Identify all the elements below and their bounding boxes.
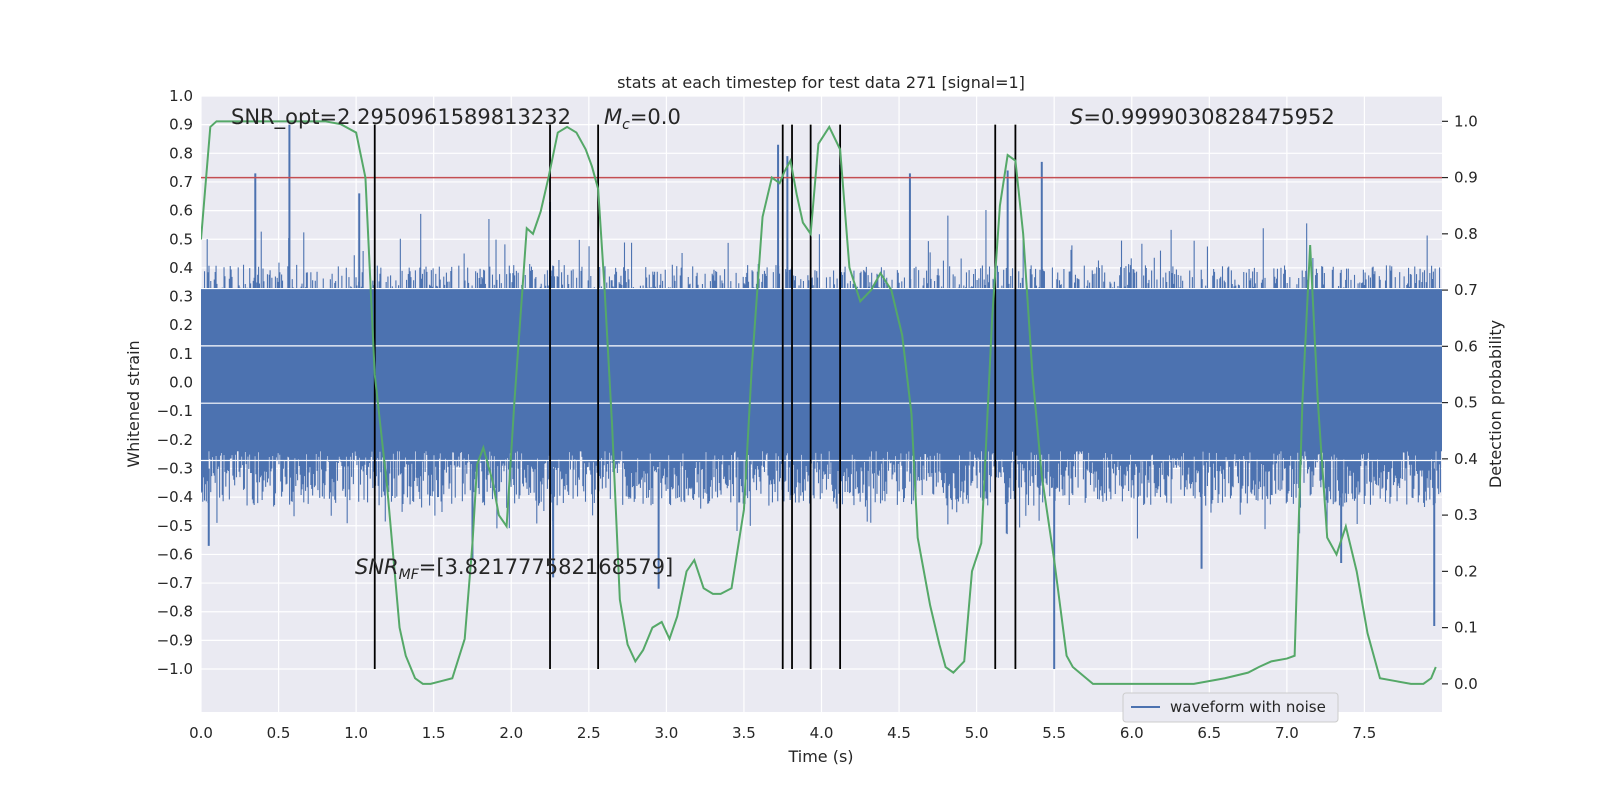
- x-tick-label: 2.5: [577, 724, 601, 742]
- y-tick-label: −0.7: [157, 574, 193, 592]
- annotation-mc: Mc=0.0: [604, 105, 681, 133]
- y2-axis-label: Detection probability: [1486, 320, 1505, 488]
- y-tick-label: 0.3: [169, 288, 193, 306]
- x-tick-label: 3.0: [654, 724, 678, 742]
- probability-line: [201, 120, 1437, 685]
- y-tick-label: −0.2: [157, 431, 193, 449]
- x-tick-label: 5.0: [965, 724, 989, 742]
- y2-tick-label: 0.0: [1454, 675, 1478, 693]
- y2-tick-label: 0.4: [1454, 450, 1478, 468]
- y2-tick-label: 1.0: [1454, 112, 1478, 130]
- y-tick-label: 0.9: [169, 116, 193, 134]
- y-tick-label: 0.4: [169, 259, 193, 277]
- annotation-s-stat: S=0.9999030828475952: [1070, 105, 1335, 129]
- annotation-snr-mf-value: =[3.821777582168579]: [419, 555, 673, 579]
- y2-tick-label: 0.1: [1454, 619, 1478, 637]
- y-tick-label: 0.7: [169, 173, 193, 191]
- annotation-snr-opt: SNR_opt=2.2950961589813232: [231, 105, 571, 130]
- y-tick-label: 0.6: [169, 202, 193, 220]
- y2-tick-label: 0.2: [1454, 562, 1478, 580]
- annotation-mc-value: =0.0: [630, 105, 681, 129]
- legend-box: [1122, 692, 1339, 723]
- x-tick-label: 5.5: [1042, 724, 1066, 742]
- y2-tick-label: 0.8: [1454, 225, 1478, 243]
- y-tick-label: 1.0: [169, 87, 193, 105]
- y-tick-label: −0.1: [157, 402, 193, 420]
- waveform-series: [201, 124, 1442, 670]
- chart-title: stats at each timestep for test data 271…: [617, 73, 1025, 92]
- x-tick-label: 6.0: [1120, 724, 1144, 742]
- y2-tick-label: 0.6: [1454, 337, 1478, 355]
- y-tick-label: −0.5: [157, 517, 193, 535]
- y2-tick-label: 0.7: [1454, 281, 1478, 299]
- legend: waveform with noise: [1122, 692, 1339, 723]
- axes: 0.0 0.5 1.0 1.5 2.0 2.5 3.0 3.5 4.0 4.5 5.0 5.5 6.0 6…: [157, 87, 1478, 742]
- y-tick-label: −0.8: [157, 603, 193, 621]
- annotation-snr-mf: SNRMF=[3.821777582168579]: [355, 555, 673, 583]
- y-tick-label: −0.3: [157, 459, 193, 477]
- x-axis-label: Time (s): [787, 747, 853, 766]
- y-tick-label: −0.4: [157, 488, 193, 506]
- probability-group: [201, 120, 1437, 685]
- y-tick-label: 0.1: [169, 345, 193, 363]
- y2-tick-label: 0.5: [1454, 394, 1478, 412]
- x-tick-label: 4.5: [887, 724, 911, 742]
- y-axis-label: Whitened strain: [124, 340, 143, 467]
- y-tick-label: 0.2: [169, 316, 193, 334]
- y2-tick-label: 0.3: [1454, 506, 1478, 524]
- x-tick-label: 7.0: [1275, 724, 1299, 742]
- y-tick-label: −0.6: [157, 545, 193, 563]
- y-tick-label: 0.5: [169, 230, 193, 248]
- y-tick-label: −0.9: [157, 631, 193, 649]
- x-tick-label: 1.5: [422, 724, 446, 742]
- annotation-s-stat-value: =0.9999030828475952: [1083, 105, 1334, 129]
- x-tick-label: 1.0: [344, 724, 368, 742]
- x-tick-label: 6.5: [1197, 724, 1221, 742]
- x-tick-label: 2.0: [499, 724, 523, 742]
- x-tick-label: 3.5: [732, 724, 756, 742]
- legend-label: waveform with noise: [1170, 698, 1326, 716]
- waveform-core: [201, 287, 1442, 452]
- vertical-lines: [373, 124, 1017, 670]
- x-tick-label: 4.0: [810, 724, 834, 742]
- x-tick-label: 7.5: [1353, 724, 1377, 742]
- y-tick-label: −1.0: [157, 660, 193, 678]
- y2-tick-label: 0.9: [1454, 169, 1478, 187]
- x-tick-label: 0.5: [267, 724, 291, 742]
- y-tick-label: 0.8: [169, 144, 193, 162]
- y-tick-label: 0.0: [169, 374, 193, 392]
- x-tick-label: 0.0: [189, 724, 213, 742]
